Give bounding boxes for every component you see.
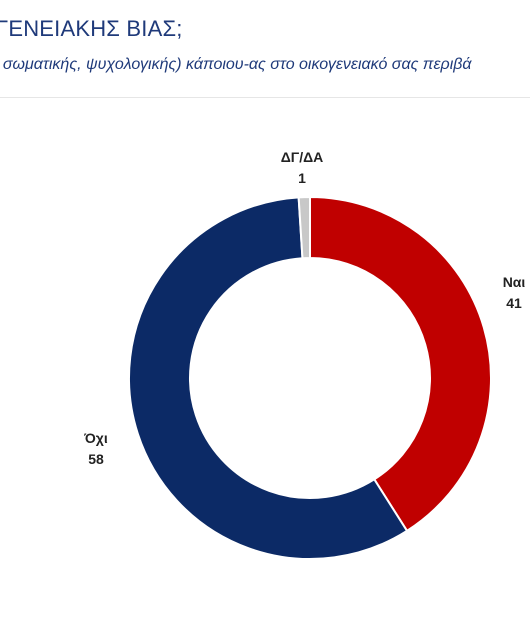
slice-2 <box>128 196 409 560</box>
slice-category-label: Ναι <box>503 274 526 290</box>
slice-3 <box>297 195 311 260</box>
page-title: ΓΕΝΕΙΑΚΗΣ ΒΙΑΣ; <box>0 16 183 41</box>
slice-value-label: 41 <box>506 295 522 311</box>
slice-value-label: 1 <box>298 170 306 186</box>
header-divider <box>0 97 530 98</box>
chart-slices <box>128 195 492 560</box>
slice-1 <box>309 195 492 533</box>
page-subtitle: , σωματικής, ψυχολογικής) κάποιου-ας στο… <box>0 56 472 73</box>
slice-value-label: 58 <box>88 451 104 467</box>
slice-category-label: Όχι <box>83 430 108 446</box>
chart-labels: Ναι 41 Όχι 58 ΔΓ/ΔΑ 1 <box>83 149 525 467</box>
slice-category-label: ΔΓ/ΔΑ <box>281 149 324 165</box>
